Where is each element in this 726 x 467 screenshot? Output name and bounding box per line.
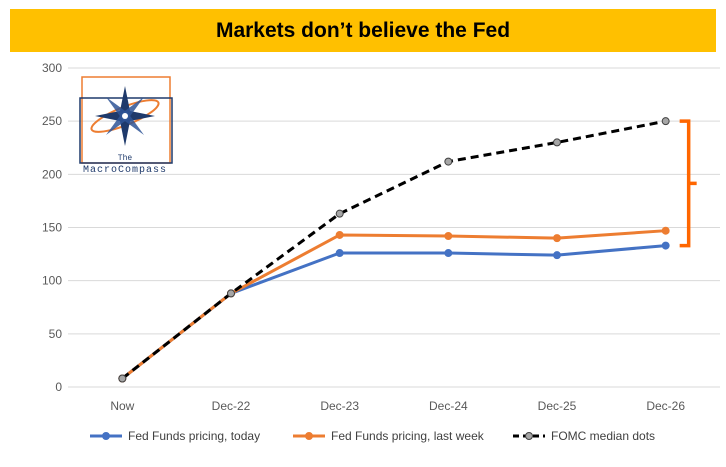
x-tick-label: Dec-23 <box>320 399 359 413</box>
gridlines <box>68 67 720 388</box>
chart-title: Markets don’t believe the Fed <box>215 18 511 42</box>
series-line <box>121 229 666 380</box>
x-tick-label: Dec-24 <box>429 399 468 413</box>
data-point <box>444 157 453 166</box>
data-point <box>118 374 127 383</box>
x-tick-label: Now <box>110 399 134 413</box>
x-tick-label: Dec-26 <box>646 399 685 413</box>
series-line <box>121 119 666 380</box>
y-tick-label: 300 <box>42 61 62 75</box>
bracket <box>679 119 697 248</box>
data-point <box>444 232 453 241</box>
legend-marker <box>525 432 533 440</box>
data-point <box>553 138 561 147</box>
data-point <box>444 249 453 258</box>
x-axis-tick-labels: Now Dec-22 Dec-23 Dec-24 Dec-25 Dec-26 <box>110 399 685 413</box>
series-lines <box>118 117 670 383</box>
data-point <box>335 249 344 258</box>
y-tick-label: 0 <box>55 380 62 394</box>
data-point <box>661 241 670 250</box>
macrocompass-logo: The MacroCompass <box>79 76 173 176</box>
y-tick-label: 200 <box>42 167 62 181</box>
compass-star-icon <box>90 86 160 146</box>
y-tick-label: 50 <box>49 327 63 341</box>
legend-item: FOMC median dots <box>513 429 655 443</box>
x-tick-label: Dec-25 <box>538 399 577 413</box>
y-tick-label: 250 <box>42 114 62 128</box>
legend-label: Fed Funds pricing, last week <box>331 429 485 443</box>
data-point <box>661 117 670 126</box>
series-3 <box>118 117 670 383</box>
logo-line1: The <box>118 154 133 163</box>
x-tick-label: Dec-22 <box>212 399 251 413</box>
legend: Fed Funds pricing, today Fed Funds pricin… <box>90 429 655 443</box>
data-point <box>553 234 561 243</box>
data-point <box>227 289 235 298</box>
legend-item: Fed Funds pricing, today <box>90 429 260 443</box>
series-1 <box>118 241 670 383</box>
data-point <box>335 209 344 218</box>
legend-label: Fed Funds pricing, today <box>128 429 260 443</box>
data-point <box>335 230 344 239</box>
title-banner: Markets don’t believe the Fed <box>10 9 716 52</box>
series-line <box>121 244 666 380</box>
legend-item: Fed Funds pricing, last week <box>293 429 485 443</box>
series-2 <box>118 226 670 383</box>
data-point <box>661 226 670 235</box>
bracket-annotation <box>679 119 697 248</box>
y-tick-label: 100 <box>42 274 62 288</box>
legend-marker <box>102 432 110 440</box>
data-point <box>553 251 561 260</box>
legend-marker <box>305 432 313 440</box>
legend-label: FOMC median dots <box>551 429 655 443</box>
logo-line2: MacroCompass <box>83 165 167 176</box>
y-axis-tick-labels: 0 50 100 150 200 250 300 <box>42 61 62 394</box>
y-tick-label: 150 <box>42 221 62 235</box>
